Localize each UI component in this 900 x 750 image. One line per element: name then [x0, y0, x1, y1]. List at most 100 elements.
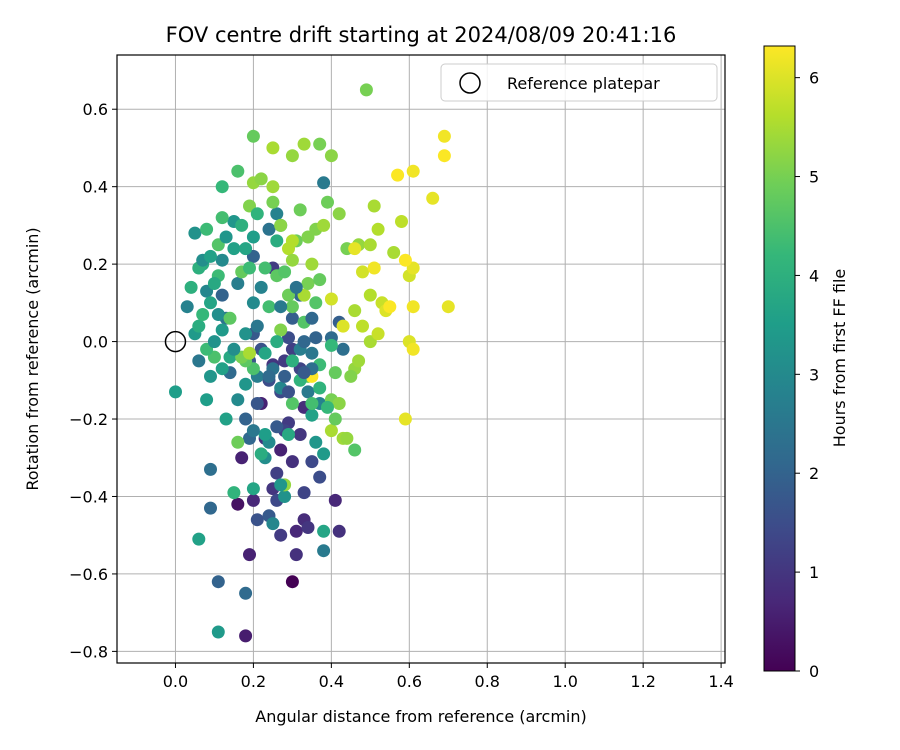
colorbar-tick-label: 4 — [809, 266, 819, 285]
data-point — [270, 234, 284, 248]
data-point — [317, 176, 331, 190]
data-point — [301, 230, 315, 244]
data-point — [387, 246, 401, 259]
data-point — [219, 412, 233, 426]
data-point — [332, 207, 346, 221]
data-point — [239, 629, 253, 643]
data-point — [250, 513, 264, 527]
data-point — [262, 300, 276, 314]
data-point — [262, 369, 276, 383]
data-point — [270, 335, 284, 349]
chart-title: FOV centre drift starting at 2024/08/09 … — [166, 23, 677, 47]
data-point — [363, 238, 377, 252]
colorbar-tick-label: 0 — [809, 662, 819, 681]
x-tick-label: 0.2 — [241, 672, 266, 691]
data-point — [441, 300, 455, 314]
data-point — [437, 129, 451, 143]
data-point — [297, 486, 311, 500]
data-points — [169, 83, 455, 643]
data-point — [246, 482, 260, 496]
data-point — [324, 338, 338, 352]
data-point — [231, 393, 245, 407]
data-point — [285, 234, 299, 248]
data-point — [211, 308, 225, 321]
data-point — [270, 420, 284, 434]
data-point — [196, 308, 210, 321]
data-point — [313, 273, 327, 287]
legend-reference-marker — [459, 72, 481, 94]
legend-label: Reference platepar — [507, 74, 660, 93]
y-axis: −0.8 −0.6 −0.4 −0.2 0.0 0.2 0.4 0.6 — [69, 100, 117, 661]
data-point — [239, 377, 253, 391]
data-point — [332, 524, 346, 538]
data-point — [285, 149, 299, 163]
data-point — [367, 199, 381, 213]
data-point — [223, 311, 237, 325]
data-point — [317, 447, 331, 461]
data-point — [274, 478, 288, 492]
data-point — [215, 211, 229, 225]
data-point — [395, 215, 408, 228]
plot-frame — [116, 54, 726, 664]
data-point — [204, 249, 217, 263]
data-point — [398, 253, 412, 267]
data-point — [406, 300, 420, 314]
data-point — [192, 532, 206, 546]
data-point — [336, 342, 350, 356]
y-axis-label: Rotation from reference (arcmin) — [23, 227, 42, 490]
data-point — [426, 191, 440, 205]
data-point — [301, 521, 315, 534]
data-point — [285, 354, 299, 368]
data-point — [406, 164, 420, 178]
data-point — [184, 280, 198, 294]
data-point — [266, 195, 280, 209]
data-point — [231, 164, 245, 178]
data-point — [328, 493, 342, 507]
data-point — [359, 83, 373, 97]
data-point — [243, 346, 256, 360]
colorbar-label: Hours from first FF file — [830, 269, 849, 448]
data-point — [274, 443, 288, 457]
data-point — [437, 149, 451, 163]
data-point — [285, 397, 299, 410]
data-point — [313, 470, 327, 484]
data-point — [398, 412, 412, 426]
data-point — [250, 397, 264, 410]
data-point — [215, 253, 229, 267]
data-point — [305, 408, 319, 422]
data-point — [289, 280, 303, 294]
x-tick-label: 0.6 — [397, 672, 422, 691]
data-point — [332, 397, 346, 410]
y-tick-label: −0.2 — [69, 410, 108, 429]
data-point — [305, 311, 319, 325]
data-point — [207, 277, 221, 290]
data-point — [246, 296, 260, 310]
data-point — [282, 428, 295, 441]
y-tick-label: 0.0 — [83, 333, 108, 352]
data-point — [258, 261, 272, 275]
data-point — [317, 524, 331, 538]
data-point — [328, 412, 342, 426]
data-point — [227, 486, 241, 500]
data-point — [200, 393, 214, 407]
data-point — [336, 319, 350, 333]
data-point — [278, 490, 292, 503]
data-point — [309, 331, 323, 345]
data-point — [278, 265, 292, 279]
data-point — [348, 242, 362, 256]
data-point — [204, 462, 217, 476]
data-point — [289, 524, 303, 538]
y-tick-label: 0.4 — [83, 178, 108, 197]
y-tick-label: −0.8 — [69, 642, 108, 661]
data-point — [305, 397, 319, 410]
data-point — [293, 428, 307, 441]
data-point — [246, 129, 260, 143]
data-point — [254, 172, 268, 186]
data-point — [270, 466, 284, 480]
data-point — [188, 226, 202, 240]
data-point — [305, 346, 319, 360]
data-point — [254, 447, 268, 461]
data-point — [367, 261, 381, 275]
data-point — [250, 207, 264, 221]
